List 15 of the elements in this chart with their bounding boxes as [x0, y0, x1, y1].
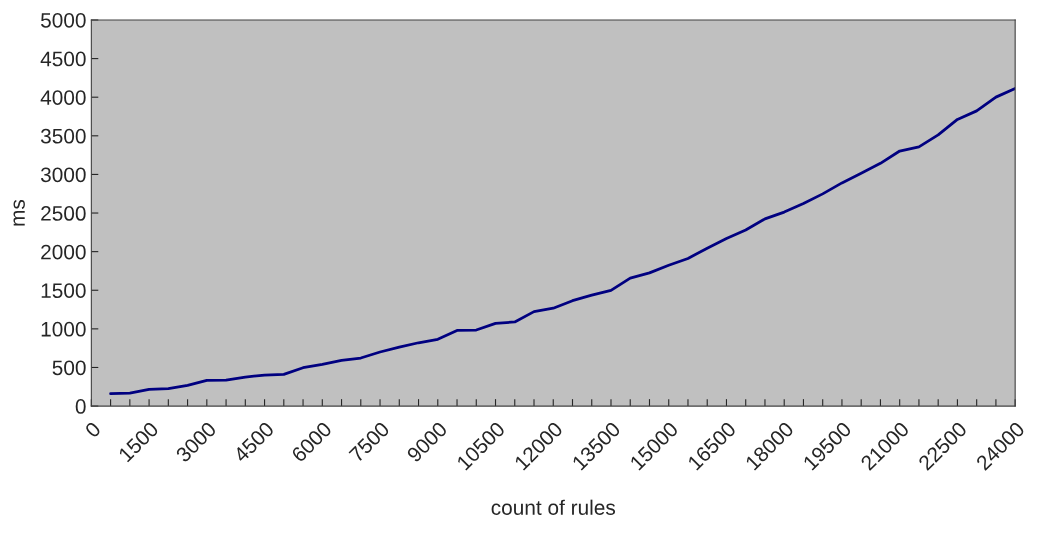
y-tick-label: 2000 — [41, 244, 86, 260]
y-tick-label: 500 — [52, 360, 86, 376]
y-axis-title: ms — [13, 199, 25, 226]
x-axis-title: count of rules — [491, 499, 616, 515]
line-series — [109, 87, 1016, 396]
y-tick-label: 5000 — [40, 12, 86, 28]
y-tick-label: 0 — [75, 399, 86, 414]
y-tick-label: 2500 — [41, 206, 86, 221]
y-tick-label: 4000 — [40, 90, 86, 105]
y-tick-label: 1000 — [41, 321, 86, 337]
y-tick-label: 1500 — [41, 283, 86, 298]
y-tick-label: 3000 — [40, 167, 86, 183]
y-tick-label: 3500 — [40, 128, 86, 144]
y-tick-label: 4500 — [40, 51, 86, 67]
x-tick-label: 0 — [84, 420, 102, 439]
